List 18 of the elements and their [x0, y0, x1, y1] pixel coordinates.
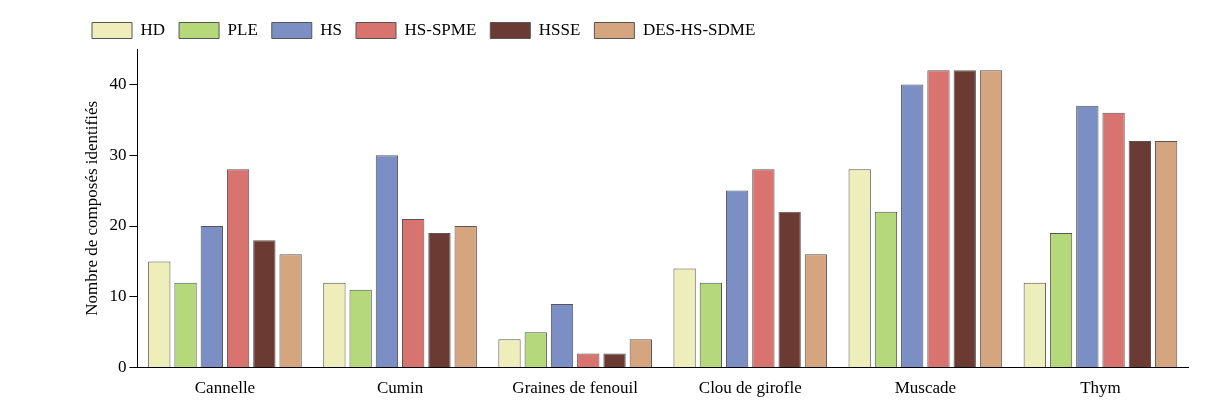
legend-label: HS-SPME [404, 19, 477, 39]
y-tick-label: 40 [109, 73, 127, 93]
legend-label: HD [140, 19, 166, 39]
y-tick-label: 10 [109, 286, 127, 306]
x-tick-label: Cannelle [194, 378, 256, 398]
y-tick-label: 0 [117, 357, 127, 377]
legend-label: PLE [227, 19, 258, 39]
y-axis-title: Nombre de composés identifiés [81, 100, 101, 316]
x-tick-label: Muscade [894, 378, 957, 398]
y-tick-label: 30 [109, 144, 127, 164]
x-tick-label: Clou de girofle [698, 378, 802, 398]
x-tick-label: Cumin [376, 378, 424, 398]
x-tick-label: Graines de fenouil [512, 378, 639, 398]
legend-label: HSSE [538, 19, 581, 39]
legend-label: DES-HS-SDME [642, 19, 756, 39]
y-tick-label: 20 [109, 215, 127, 235]
legend-label: HS [320, 19, 343, 39]
x-tick-label: Thym [1080, 378, 1121, 398]
